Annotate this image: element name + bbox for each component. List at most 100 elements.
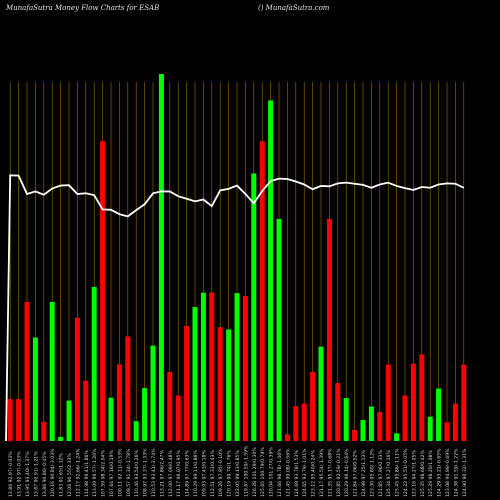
bar xyxy=(192,307,198,441)
bar xyxy=(259,141,265,441)
bar xyxy=(352,429,358,441)
x-tick-label: 124.90 90.32/-1.31% xyxy=(462,448,468,497)
x-tick-label: 123.16 94.27/1.05% xyxy=(411,450,417,497)
x-tick-label: 124.38 91.59/-1.22% xyxy=(453,448,459,497)
x-tick-label: 109.93 97.43/0.18% xyxy=(201,450,207,497)
bar xyxy=(419,354,425,441)
x-tick-label: 114.98 99.41/1.86% xyxy=(84,450,90,497)
x-tick-label: 109.26 97.95/-0.10% xyxy=(218,448,224,497)
x-tick-label: 126.28 101.29/0.30% xyxy=(252,447,258,497)
bar xyxy=(410,363,416,441)
x-tick-label: 123.12 95.40/0.24% xyxy=(311,450,317,497)
bar xyxy=(32,337,38,441)
bar xyxy=(150,345,156,441)
bar xyxy=(24,301,30,441)
bar xyxy=(394,433,400,441)
bar xyxy=(217,327,223,441)
bar xyxy=(360,420,366,441)
x-tick-label: 110.53 93.41/-2.74% xyxy=(151,448,157,497)
bar xyxy=(158,74,164,441)
x-tick-label: 121.84 97.06/0.52% xyxy=(353,450,359,497)
x-tick-label: 121.85 97.96/0.33% xyxy=(378,450,384,497)
bar xyxy=(209,292,215,441)
bar xyxy=(175,395,181,441)
bar xyxy=(427,416,433,441)
x-tick-label: 110.29 99.11/0.88% xyxy=(193,450,199,497)
x-tick-label: 124.98 97.25/1.13% xyxy=(361,450,367,497)
bar xyxy=(251,173,257,441)
x-tick-label: 109.57 91.34/-1.78% xyxy=(126,448,132,497)
bar xyxy=(301,403,307,441)
bar xyxy=(91,286,97,441)
bar xyxy=(200,292,206,441)
x-tick-label: 121.35 95.17/-0.68% xyxy=(327,448,333,497)
bar xyxy=(436,388,442,441)
bar xyxy=(377,412,383,441)
x-tick-label: 120.19 99.74/1.76% xyxy=(227,450,233,497)
bar xyxy=(66,400,72,441)
x-tick-label: 125.45 95.86/-1.11% xyxy=(395,448,401,497)
bar xyxy=(335,383,341,441)
x-tick-label: 125.35 98.68/0.42% xyxy=(420,450,426,497)
x-tick-label: 124.69 93.78/1.53% xyxy=(294,450,300,497)
x-tick-label: 120.04 101.27/0.39% xyxy=(269,447,275,497)
x-tick-label: 108.97 93.37/-1.33% xyxy=(143,448,149,497)
x-tick-label: 112.00 97.09/0.48% xyxy=(168,450,174,497)
x-tick-label: 112.51 97.33/0.43% xyxy=(210,450,216,497)
site-credit: () MunafaSutra.com xyxy=(258,4,330,12)
bar xyxy=(276,218,282,441)
bar xyxy=(242,296,248,441)
bar xyxy=(385,364,391,441)
bar xyxy=(108,397,114,441)
bar xyxy=(184,326,190,441)
x-tick-label: 13.91 92.97/-0.03% xyxy=(17,451,23,497)
bar xyxy=(452,403,458,441)
x-tick-label: 124.65 93.79/-1.01% xyxy=(302,448,308,497)
bar xyxy=(41,421,47,441)
bar xyxy=(49,301,55,441)
bar xyxy=(167,372,173,441)
x-tick-label: 125.29 98.20/1.08% xyxy=(428,450,434,497)
bar xyxy=(116,364,122,441)
bar xyxy=(226,329,232,441)
x-tick-label: 119.87 100.59/-1.59% xyxy=(243,445,249,497)
bar xyxy=(125,336,131,441)
x-tick-label: 107.64 97.16/0.19% xyxy=(109,450,115,497)
bar xyxy=(100,141,106,441)
x-tick-label: 12.06 90.55/2.33% xyxy=(67,452,73,497)
x-tick-label: 107.59 98.34/2.04% xyxy=(101,450,107,497)
line-series xyxy=(5,174,465,442)
x-tick-label: 124.22 95.51/-0.05% xyxy=(403,448,409,497)
x-tick-label: 121.66 98.78/-1.46% xyxy=(277,448,283,497)
x-tick-label: 113.09 99.57/-1.26% xyxy=(92,448,98,497)
x-tick-label: 123.08 94.99/-0.69% xyxy=(445,448,451,497)
x-tick-label: 11.83 91.65/1.12% xyxy=(59,452,65,497)
bar xyxy=(268,100,274,441)
x-tick-label: 112.17 92.66/-1.24% xyxy=(75,448,81,497)
x-tick-label: 110.46 93.54/0.26% xyxy=(134,450,140,497)
x-tick-label: 125.65 100.79/0.79% xyxy=(260,447,266,497)
bar xyxy=(444,422,450,441)
bar xyxy=(58,436,64,441)
bar xyxy=(74,317,80,441)
x-tick-label: 113.21 97.86/2.47% xyxy=(159,450,165,497)
bar xyxy=(234,293,240,441)
x-tick-label: 124.29 93.22/-0.65% xyxy=(437,448,443,497)
x-tick-label: 122.05 99.13/0.85% xyxy=(235,450,241,497)
x-tick-label: 111.17 96.07/0.95% xyxy=(176,450,182,497)
x-tick-label: 120.29 96.14/-0.64% xyxy=(344,448,350,497)
bar xyxy=(142,388,148,441)
x-tick-label: 121.45 99.08/-0.56% xyxy=(285,448,291,497)
bar xyxy=(284,434,290,441)
bar xyxy=(402,395,408,441)
x-tick-label: 123.30 95.80/-1.12% xyxy=(369,448,375,497)
bar xyxy=(293,406,299,441)
x-tick-label: 13.87 90.91/-1.21% xyxy=(33,451,39,497)
x-tick-label: 114.89 97.77/0.63% xyxy=(185,450,191,497)
x-tick-label: 120.85 92.59/-0.21% xyxy=(336,448,342,497)
bar xyxy=(318,346,324,441)
bar xyxy=(7,399,13,441)
bar xyxy=(461,364,467,441)
bar xyxy=(16,399,22,441)
